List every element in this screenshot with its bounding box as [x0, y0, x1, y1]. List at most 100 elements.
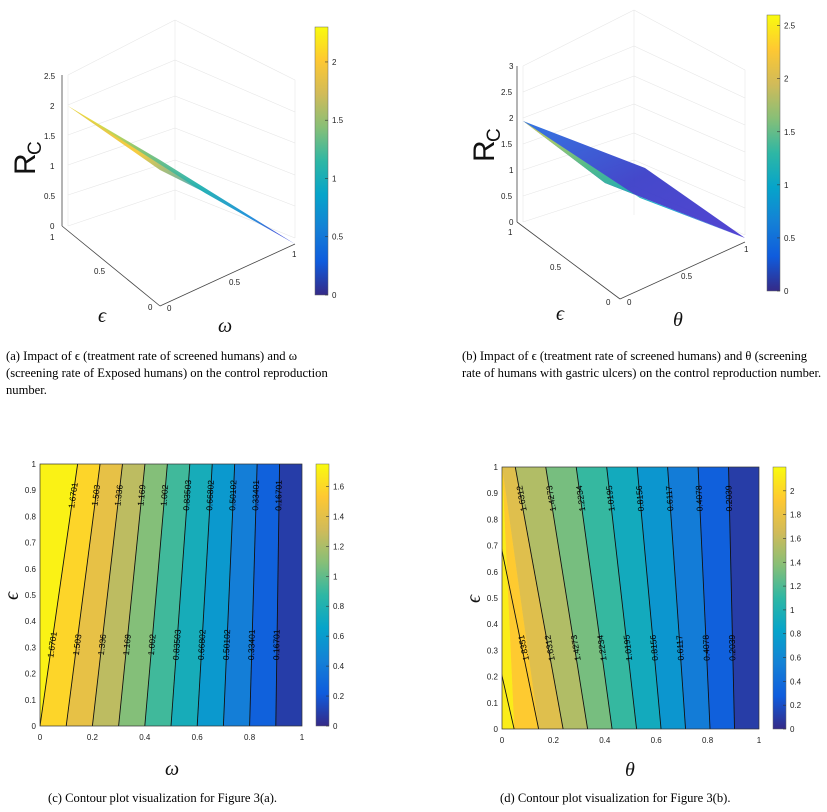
panel-d-filled-bands	[502, 467, 759, 729]
colorbar-tick-label: 1.2	[333, 542, 345, 551]
x-tick-label: 1	[300, 733, 305, 742]
caption-c: (c) Contour plot visualization for Figur…	[48, 791, 278, 805]
colorbar-tick-label: 0.8	[790, 630, 802, 639]
contour-line	[170, 464, 191, 726]
contour-label: 1.4273	[544, 485, 558, 513]
contour-label: 0.8156	[648, 634, 660, 661]
y-tick-label: 0.9	[25, 486, 37, 495]
panel-b-zlabel: R C	[468, 128, 505, 162]
colorbar-tick-label: 1.5	[332, 116, 344, 125]
x-tick-label: 0.6	[192, 733, 204, 742]
x-tick-label: 0.2	[548, 736, 560, 745]
panel-a-z-tick: 1	[50, 162, 55, 171]
panel-a-ticks: 2.5 2 1.5 1 0.5 0 1 0.5 0 0 0.5 1	[44, 72, 297, 313]
contour-label: 1.4273	[569, 634, 583, 662]
contour-label: 0.6117	[664, 485, 676, 511]
panel-a-surface-plot: 2.5 2 1.5 1 0.5 0 1 0.5 0 0 0.5 1 R C ϵ …	[9, 19, 344, 337]
colorbar-tick-label: 0.2	[333, 692, 345, 701]
panel-a-x-tick: 0.5	[94, 267, 106, 276]
x-tick-label: 0.8	[702, 736, 714, 745]
contour-line	[91, 464, 123, 726]
panel-d-xlabel: θ	[625, 759, 635, 781]
y-tick-label: 0.6	[25, 565, 37, 574]
contour-label: 1.0195	[604, 485, 617, 512]
panel-b-xlabel: ϵ	[556, 303, 565, 325]
panel-b-z-tick: 3	[509, 62, 514, 71]
panel-d-ticks: 0 0.2 0.4 0.6 0.8 1 0 0.1 0.2 0.3 0.4 0.5 0.6 0.7 0.8 0…	[487, 463, 762, 745]
y-tick-label: 0.8	[487, 515, 499, 524]
y-tick-label: 0.2	[25, 670, 37, 679]
contour-label: 0.4078	[693, 485, 704, 512]
contour-line	[40, 464, 79, 726]
colorbar-tick-label: 2	[784, 75, 789, 84]
panel-a-y-tick: 1	[292, 250, 297, 259]
panel-c-ticks: 0 0.2 0.4 0.6 0.8 1 0 0.1 0.2 0.3 0.4 0.5 0.6 0.7 0.8 0…	[25, 460, 305, 742]
panel-b-axes	[516, 66, 746, 300]
panel-d-axes-box	[501, 466, 760, 730]
panel-a-zlabel-main: R	[9, 153, 42, 175]
colorbar-tick-label: 1	[790, 606, 795, 615]
x-tick-label: 1	[757, 736, 762, 745]
contour-line	[575, 467, 613, 729]
colorbar-tick-label: 1	[332, 174, 337, 183]
contour-label: 1.169	[121, 633, 133, 655]
panel-b-ticks: 3 2.5 2 1.5 1 0.5 0 1 0.5 0 0 0.5 1	[501, 62, 749, 307]
y-tick-label: 1	[32, 460, 37, 469]
panel-b-x-tick: 0	[606, 298, 611, 307]
contour-label: 0.66802	[196, 629, 208, 661]
y-tick-label: 0.8	[25, 512, 37, 521]
caption-d: (d) Contour plot visualization for Figur…	[500, 791, 731, 805]
contour-line	[65, 464, 101, 726]
panel-b-y-tick: 0.5	[681, 272, 693, 281]
colorbar-tick-label: 2	[790, 487, 795, 496]
contour-label: 0.4078	[701, 634, 712, 661]
colorbar-tick-label: 1.2	[790, 582, 802, 591]
x-tick-label: 0	[38, 733, 43, 742]
panel-c-colorbar: 0 0.2 0.4 0.6 0.8 1 1.2 1.4 1.6	[315, 463, 345, 731]
panel-c-axes-box	[39, 463, 303, 727]
contour-label: 1.2234	[574, 485, 587, 512]
panel-b-zlabel-sub: C	[484, 128, 505, 142]
panel-b-ylabel: θ	[673, 309, 683, 331]
y-tick-label: 0.1	[487, 699, 499, 708]
y-tick-label: 0.3	[25, 643, 37, 652]
panel-c-contour-plot: 0.167010.167010.334010.334010.501020.501…	[1, 460, 345, 780]
panel-a-xlabel: ϵ	[98, 305, 107, 327]
x-tick-label: 0.8	[244, 733, 256, 742]
panel-d-colorbar: 0 0.2 0.4 0.6 0.8 1 1.2 1.4 1.6 1.8 2	[772, 466, 802, 734]
panel-b-x-tick: 0.5	[550, 263, 562, 272]
colorbar-tick-label: 1.8	[790, 511, 802, 520]
panel-a-z-tick: 0.5	[44, 192, 56, 201]
panel-b-z-tick: 0.5	[501, 192, 513, 201]
contour-label: 1.336	[96, 633, 108, 656]
caption-a: (a) Impact of ϵ (treatment rate of scree…	[6, 349, 328, 397]
contour-label: 1.169	[135, 484, 147, 506]
colorbar-tick-label: 0.5	[332, 233, 344, 242]
panel-a-y-tick: 0.5	[229, 278, 241, 287]
x-tick-label: 0.4	[599, 736, 611, 745]
contour-label: 0.6117	[674, 635, 686, 661]
panel-b-y-tick: 1	[744, 245, 749, 254]
panel-a-z-tick: 1.5	[44, 132, 56, 141]
contour-label: 1.002	[146, 633, 158, 655]
panel-b-surface-plot: 3 2.5 2 1.5 1 0.5 0 1 0.5 0 0 0.5 1 R C …	[468, 9, 796, 331]
contour-line	[249, 464, 258, 726]
colorbar-tick-label: 1.6	[333, 482, 345, 491]
panel-b-x-tick: 1	[508, 228, 513, 237]
panel-a-x-tick: 1	[50, 233, 55, 242]
contour-label: 0.50102	[227, 480, 238, 511]
y-tick-label: 0.5	[25, 591, 37, 600]
colorbar-tick-label: 0	[333, 722, 338, 731]
contour-label: 1.0195	[621, 634, 634, 661]
contour-band	[502, 467, 515, 729]
panel-a-zlabel-sub: C	[25, 141, 46, 155]
contour-label: 0.50102	[221, 629, 232, 660]
panel-a-z-tick: 0	[50, 222, 55, 231]
contour-line	[728, 467, 735, 729]
panel-d-contour-labels: 0.2039 0.2039 0.4078 0.4078 0.6117 0.6117 0.81…	[514, 485, 737, 662]
colorbar-tick-label: 0.8	[333, 602, 345, 611]
colorbar-tick-label: 0.6	[333, 632, 345, 641]
contour-label: 1.336	[112, 484, 124, 507]
y-tick-label: 0.4	[25, 617, 37, 626]
y-tick-label: 0.7	[25, 539, 37, 548]
